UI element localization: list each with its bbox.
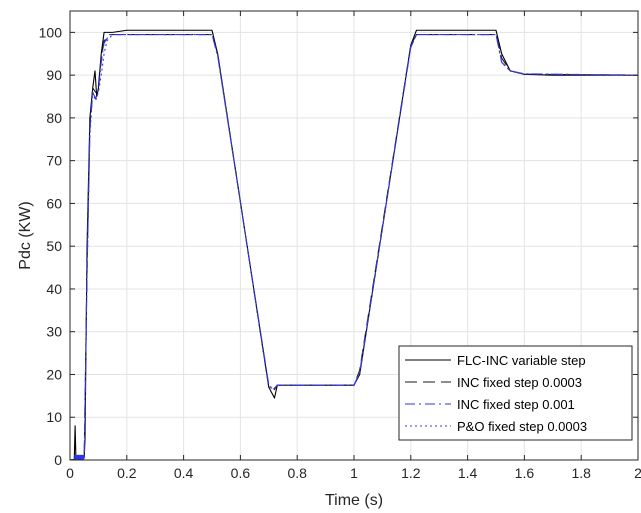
legend-label: INC fixed step 0.001 — [457, 397, 575, 412]
y-tick-label: 80 — [46, 110, 62, 126]
y-tick-label: 40 — [46, 281, 62, 297]
series-line-2 — [70, 33, 638, 460]
legend-label: FLC-INC variable step — [457, 353, 586, 368]
legend-box — [398, 345, 633, 441]
x-tick-label: 0.2 — [117, 465, 137, 481]
series-line-4 — [70, 33, 638, 460]
y-tick-label: 30 — [46, 324, 62, 340]
x-tick-label: 2 — [634, 465, 641, 481]
y-tick-label: 50 — [46, 238, 62, 254]
x-axis-label: Time (s) — [325, 492, 383, 509]
legend-label: P&O fixed step 0.0003 — [457, 419, 587, 434]
legend: FLC-INC variable step INC fixed step 0.00… — [398, 345, 633, 441]
x-tick-label: 1.2 — [401, 465, 421, 481]
y-tick-label: 10 — [46, 409, 62, 425]
series-layer — [70, 29, 638, 460]
axis-ticks: 0 0.2 0.4 0.6 0.8 1 1.2 1.4 1.6 1.8 20102030405060… — [39, 11, 641, 481]
x-tick-label: 0.6 — [231, 465, 251, 481]
x-tick-label: 0.4 — [174, 465, 194, 481]
y-tick-label: 70 — [46, 153, 62, 169]
y-tick-label: 0 — [54, 452, 62, 468]
x-tick-label: 0 — [66, 465, 74, 481]
y-axis-label: Pdc (KW) — [17, 201, 34, 269]
x-tick-label: 1.8 — [571, 465, 591, 481]
y-tick-label: 20 — [46, 366, 62, 382]
y-tick-label: 90 — [46, 67, 62, 83]
y-tick-label: 60 — [46, 195, 62, 211]
legend-label: INC fixed step 0.0003 — [457, 375, 582, 390]
y-tick-label: 100 — [39, 24, 63, 40]
x-tick-label: 1 — [350, 465, 358, 481]
x-tick-label: 1.6 — [515, 465, 535, 481]
x-tick-label: 0.8 — [287, 465, 307, 481]
startup-oscillation-mark — [74, 454, 85, 460]
x-tick-label: 1.4 — [458, 465, 478, 481]
